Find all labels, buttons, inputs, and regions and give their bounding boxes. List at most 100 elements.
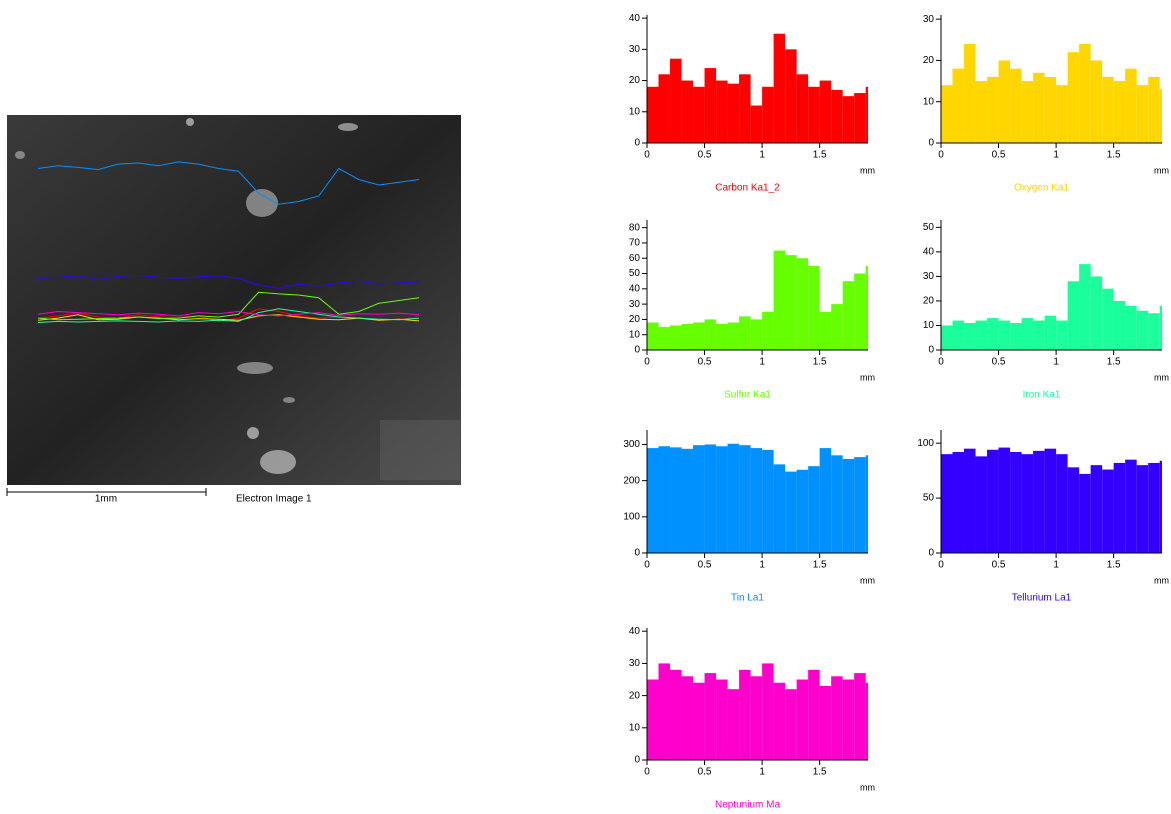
bar (785, 255, 797, 350)
y-tick-label: 40 (629, 13, 641, 24)
x-tick-label: 0.5 (992, 560, 1006, 571)
x-tick-label: 0 (938, 560, 944, 571)
bar (1148, 313, 1160, 350)
y-tick-label: 0 (634, 138, 640, 149)
bar (1033, 72, 1045, 143)
bar (808, 669, 820, 760)
x-tick-label: 1 (759, 560, 765, 571)
x-tick-label: 1.5 (813, 560, 827, 571)
bar (773, 682, 786, 760)
x-tick-label: 0 (644, 560, 650, 571)
y-tick-label: 0 (634, 755, 640, 766)
x-tick-label: 1.5 (813, 357, 827, 368)
bar (681, 324, 694, 350)
y-tick-label: 0 (928, 548, 934, 559)
bar (681, 676, 694, 760)
bar (1159, 89, 1162, 143)
bar (796, 469, 809, 553)
bar (1010, 323, 1022, 350)
bar (808, 466, 820, 553)
bar (1113, 462, 1126, 553)
x-tick-label: 0.5 (698, 357, 712, 368)
x-tick-label: 0.5 (698, 767, 712, 778)
bar (739, 316, 751, 350)
bar (941, 454, 953, 553)
bar (975, 456, 988, 553)
bar (681, 80, 694, 143)
bar (1148, 462, 1160, 553)
bar (831, 304, 843, 350)
x-tick-label: 0 (644, 357, 650, 368)
bar (808, 265, 820, 350)
y-tick-label: 40 (629, 626, 641, 637)
y-tick-label: 60 (629, 253, 641, 264)
bar (1102, 469, 1114, 553)
scale-label: 1mm (95, 494, 117, 505)
y-tick-label: 30 (923, 271, 935, 282)
x-axis-label: mm (860, 372, 875, 382)
bar (1125, 305, 1137, 350)
bar (1136, 310, 1149, 350)
y-tick-label: 40 (923, 247, 935, 258)
bar (750, 676, 763, 760)
bar (785, 471, 797, 553)
bar (750, 448, 763, 553)
y-tick-label: 10 (629, 106, 641, 117)
bar (964, 323, 976, 350)
bar (1113, 300, 1126, 350)
bar (854, 273, 866, 350)
bar (670, 447, 682, 553)
x-tick-label: 0 (938, 357, 944, 368)
x-tick-label: 0.5 (698, 560, 712, 571)
bar (842, 679, 855, 760)
bar (987, 449, 999, 553)
bar (1067, 281, 1080, 350)
y-tick-label: 20 (629, 314, 641, 325)
bar (773, 464, 786, 553)
bar (727, 322, 740, 350)
bar (716, 446, 728, 553)
y-tick-label: 0 (634, 345, 640, 356)
x-tick-label: 1.5 (813, 150, 827, 161)
x-tick-label: 0.5 (698, 150, 712, 161)
bar (716, 324, 728, 350)
bar (704, 673, 717, 760)
y-tick-label: 20 (629, 690, 641, 701)
bar (1044, 448, 1057, 553)
x-tick-label: 1 (1053, 150, 1059, 161)
bar (998, 447, 1011, 553)
y-tick-label: 10 (923, 96, 935, 107)
bar (670, 58, 682, 143)
bar (727, 689, 740, 760)
x-tick-label: 1.5 (1107, 150, 1121, 161)
bar (998, 320, 1011, 350)
bar (773, 33, 786, 144)
bar (762, 86, 774, 143)
bar (831, 89, 843, 143)
bar (1113, 81, 1126, 143)
bar (1010, 68, 1022, 143)
x-tick-label: 1 (759, 357, 765, 368)
bar (796, 74, 809, 143)
y-tick-label: 20 (923, 296, 935, 307)
bar (831, 676, 843, 760)
bar (693, 682, 705, 760)
bar (739, 669, 751, 760)
bar (842, 281, 855, 350)
bar (796, 679, 809, 760)
bar (1021, 81, 1034, 143)
x-tick-label: 0.5 (992, 150, 1006, 161)
bar (693, 445, 705, 553)
bar (854, 673, 866, 760)
bar (854, 457, 866, 553)
bar (1056, 85, 1068, 143)
y-tick-label: 10 (923, 320, 935, 331)
bar (750, 319, 763, 350)
bar (693, 322, 705, 350)
bar (658, 327, 671, 350)
line-scan (37, 274, 420, 289)
y-tick-label: 70 (629, 238, 641, 249)
bar (647, 679, 659, 760)
y-tick-label: 0 (928, 138, 934, 149)
bar (819, 80, 832, 143)
